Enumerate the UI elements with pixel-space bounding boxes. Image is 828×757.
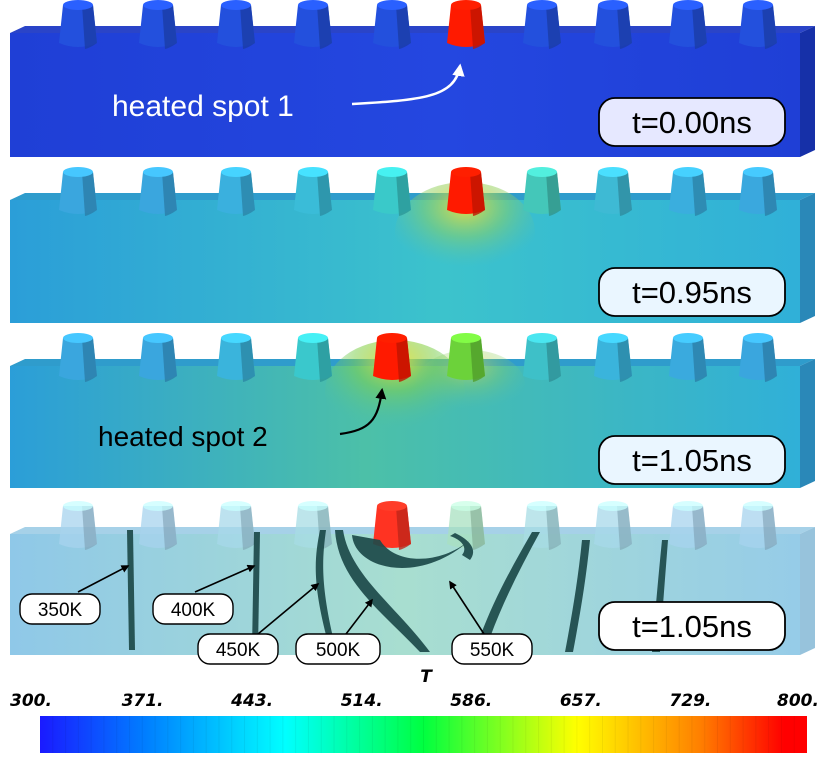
pillar bbox=[139, 333, 177, 382]
colorbar-gradient bbox=[40, 716, 807, 753]
panel-4: 350K 400K 450K 500K 550K t=1.05ns bbox=[10, 501, 815, 665]
time-label-box bbox=[598, 601, 786, 651]
colorbar-tick-label: 586. bbox=[450, 691, 492, 711]
pillar-heated bbox=[373, 333, 411, 382]
time-label-box bbox=[598, 435, 786, 485]
colorbar-tick-label: 443. bbox=[230, 691, 273, 711]
isotherm-label: 400K bbox=[171, 600, 216, 621]
isotherm-label: 550K bbox=[470, 640, 515, 661]
colorbar-tick-label: 657. bbox=[560, 691, 602, 711]
heat-plume bbox=[395, 182, 535, 282]
pillar bbox=[669, 167, 707, 216]
pillar bbox=[523, 333, 561, 382]
pillar-row bbox=[59, 0, 777, 49]
pillar-row bbox=[59, 167, 777, 216]
isotherm-surface-450K bbox=[315, 530, 336, 650]
annotation-arrow bbox=[339, 387, 387, 436]
pillar bbox=[523, 0, 561, 49]
pillar-heated bbox=[447, 0, 485, 49]
colorbar-tick-label: 371. bbox=[122, 691, 164, 711]
pillar bbox=[139, 167, 177, 216]
time-label-box bbox=[598, 97, 786, 147]
pillar bbox=[59, 0, 97, 49]
pillar bbox=[739, 0, 777, 49]
pillar bbox=[373, 167, 411, 216]
time-label: t=0.00ns bbox=[632, 105, 752, 140]
isotherm-surface-350K bbox=[127, 530, 135, 650]
isotherm-surface-500K bbox=[335, 530, 430, 652]
pillar bbox=[294, 333, 332, 382]
time-label: t=0.95ns bbox=[632, 275, 752, 310]
isotherm-label: 500K bbox=[316, 640, 361, 661]
panel-2: t=0.95ns bbox=[10, 167, 815, 323]
pillar bbox=[739, 167, 777, 216]
time-label: t=1.05ns bbox=[632, 609, 752, 644]
colorbar: T 300. 371. 443. 514. 586. 657. 729. 800. bbox=[10, 667, 819, 753]
isotherm-surface-550K bbox=[352, 535, 470, 568]
pillar-row bbox=[59, 333, 777, 382]
pillar bbox=[739, 501, 777, 550]
annotation-arrow bbox=[351, 63, 465, 106]
colorbar-tick-label: 514. bbox=[341, 691, 383, 711]
isotherm-label-box bbox=[197, 633, 279, 665]
pillar bbox=[447, 333, 485, 382]
pillar bbox=[217, 333, 255, 382]
isotherm-surface-400K bbox=[252, 532, 260, 650]
time-label-box bbox=[598, 267, 786, 317]
pillar bbox=[594, 0, 632, 49]
pillar bbox=[669, 333, 707, 382]
isotherm-labels: 350K 400K 450K 500K 550K bbox=[19, 564, 533, 665]
pillar bbox=[217, 0, 255, 49]
colorbar-tick-label: 300. bbox=[10, 691, 52, 711]
pillar bbox=[217, 501, 255, 550]
pillar bbox=[294, 501, 332, 550]
pillar bbox=[373, 0, 411, 49]
isotherm-label-box bbox=[19, 593, 101, 625]
isotherm-label-box bbox=[451, 633, 533, 665]
colorbar-ticks: 300. 371. 443. 514. 586. 657. 729. 800. bbox=[10, 691, 819, 711]
isotherm-label: 450K bbox=[216, 640, 261, 661]
pillar bbox=[217, 167, 255, 216]
isotherm-label-box bbox=[152, 593, 234, 625]
isotherm-label: 350K bbox=[38, 600, 83, 621]
time-label: t=1.05ns bbox=[632, 443, 752, 478]
panel-1: heated spot 1 t=0.00ns bbox=[10, 0, 815, 157]
pillar bbox=[594, 333, 632, 382]
pillar bbox=[139, 501, 177, 550]
pillar bbox=[739, 333, 777, 382]
colorbar-tick-label: 729. bbox=[669, 691, 711, 711]
pillar-heated bbox=[447, 167, 485, 216]
annotation-heated-spot-1: heated spot 1 bbox=[112, 90, 294, 123]
pillar bbox=[669, 0, 707, 49]
pillar bbox=[594, 167, 632, 216]
pillar bbox=[523, 167, 561, 216]
colorbar-tick-label: 800. bbox=[777, 691, 819, 711]
pillar bbox=[59, 167, 97, 216]
pillar bbox=[294, 167, 332, 216]
pillar bbox=[59, 501, 97, 550]
pillar bbox=[594, 501, 632, 550]
pillar bbox=[59, 333, 97, 382]
annotation-heated-spot-2: heated spot 2 bbox=[98, 421, 268, 452]
pillar bbox=[294, 0, 332, 49]
pillar bbox=[669, 501, 707, 550]
pillar-row bbox=[59, 501, 777, 550]
colorbar-title: T bbox=[420, 667, 433, 687]
isotherm-label-box bbox=[295, 633, 381, 665]
pillar bbox=[139, 0, 177, 49]
pillar-heated bbox=[373, 501, 411, 550]
panel-3: heated spot 2 t=1.05ns bbox=[10, 333, 815, 488]
